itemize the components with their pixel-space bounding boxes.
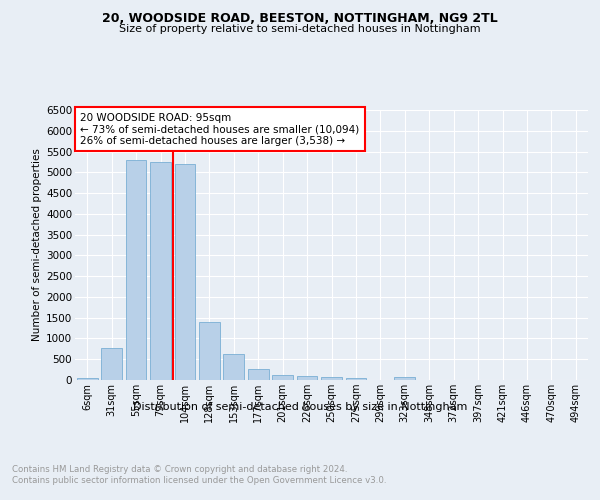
Bar	[223, 354, 244, 380]
Text: Size of property relative to semi-detached houses in Nottingham: Size of property relative to semi-detach…	[119, 24, 481, 34]
Text: 20 WOODSIDE ROAD: 95sqm
← 73% of semi-detached houses are smaller (10,094)
26% o: 20 WOODSIDE ROAD: 95sqm ← 73% of semi-de…	[80, 112, 359, 146]
Bar	[125, 160, 146, 380]
Text: Contains HM Land Registry data © Crown copyright and database right 2024.: Contains HM Land Registry data © Crown c…	[12, 465, 347, 474]
Bar	[77, 378, 98, 380]
Y-axis label: Number of semi-detached properties: Number of semi-detached properties	[32, 148, 42, 342]
Bar	[175, 164, 196, 380]
Bar	[296, 376, 317, 380]
Text: 20, WOODSIDE ROAD, BEESTON, NOTTINGHAM, NG9 2TL: 20, WOODSIDE ROAD, BEESTON, NOTTINGHAM, …	[102, 12, 498, 26]
Bar	[101, 348, 122, 380]
Bar	[346, 378, 367, 380]
Bar	[248, 369, 269, 380]
Bar	[199, 322, 220, 380]
Bar	[150, 162, 171, 380]
Text: Distribution of semi-detached houses by size in Nottingham: Distribution of semi-detached houses by …	[133, 402, 467, 412]
Bar	[394, 377, 415, 380]
Text: Contains public sector information licensed under the Open Government Licence v3: Contains public sector information licen…	[12, 476, 386, 485]
Bar	[272, 374, 293, 380]
Bar	[321, 377, 342, 380]
